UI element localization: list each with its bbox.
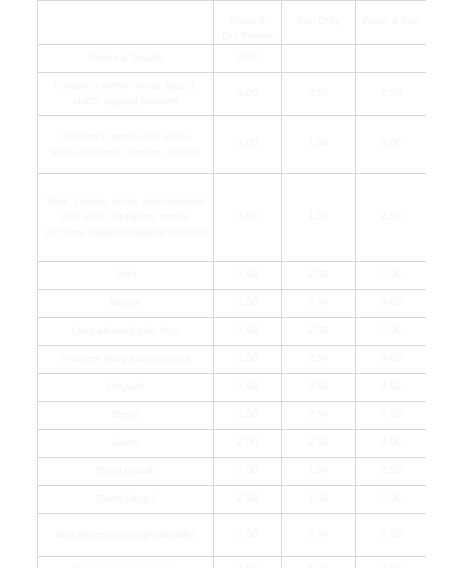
price-iron-only: 3.50 xyxy=(281,373,356,402)
table-row: Towel (large) 2.50 1.50 3.00 xyxy=(37,485,426,514)
item-name: Bed sheet (any single/double) xyxy=(37,513,214,557)
price-wash-dry-folded: 3.50 xyxy=(213,513,282,557)
price-iron-only: 2.00 xyxy=(281,289,356,318)
table-row: Blouse 1.50 2.00 3.00 xyxy=(37,289,426,318)
table-row: Towel (small) 2.00 1.50 2.50 xyxy=(37,457,426,486)
item-name: Children's Items: Vests, tops, t-shirts,… xyxy=(37,72,214,116)
table-header-row: Wash & Dry Folded Iron Only Wash & Iron xyxy=(37,0,426,45)
item-name: Dress xyxy=(37,401,214,430)
price-iron-only: 1.50 xyxy=(281,457,356,486)
header-item xyxy=(37,0,214,45)
item-name: Shirt xyxy=(37,261,214,290)
item-name: Long-sleeved polo shirt xyxy=(37,317,214,346)
item-name: Socks & Smalls xyxy=(37,44,214,73)
price-wash-iron: 2.50 xyxy=(355,173,426,262)
price-iron-only: 2.50 xyxy=(281,429,356,458)
price-wash-iron: 4.50 xyxy=(355,401,426,430)
price-table-container: Wash & Dry Folded Iron Only Wash & Iron … xyxy=(37,0,426,568)
price-iron-only: 5.00 xyxy=(281,513,356,557)
table-row: Long-sleeved polo shirt 1.50 2.00 3.00 xyxy=(37,317,426,346)
price-iron-only: 5.00 xyxy=(281,556,356,568)
price-wash-dry-folded: 2.50 xyxy=(213,485,282,514)
price-wash-dry-folded: 1.50 xyxy=(213,317,282,346)
price-wash-dry-folded: 1.50 xyxy=(213,401,282,430)
price-iron-only: 1.00 xyxy=(281,115,356,174)
price-iron-only: 2.00 xyxy=(281,317,356,346)
table-row: Trousers (long and cropped) 1.50 2.50 3.… xyxy=(37,345,426,374)
price-iron-only: 2.50 xyxy=(281,345,356,374)
table-row: Dress 1.50 3.50 4.50 xyxy=(37,401,426,430)
price-wash-iron: 2.50 xyxy=(355,457,426,486)
price-wash-dry-folded: 3.50 xyxy=(213,556,282,568)
table-row: Playsuit 1.50 3.50 4.50 xyxy=(37,373,426,402)
price-wash-iron: 4.50 xyxy=(355,373,426,402)
price-wash-iron: 3.00 xyxy=(355,345,426,374)
item-name: Trousers (long and cropped) xyxy=(37,345,214,374)
price-wash-iron: 1.50 xyxy=(355,72,426,116)
price-wash-iron: 3.00 xyxy=(355,485,426,514)
price-wash-dry-folded: 1.00 xyxy=(213,115,282,174)
table-row: Socks & Smalls 0.50 xyxy=(37,44,426,73)
price-wash-iron xyxy=(355,44,426,73)
price-wash-iron: 9.00 xyxy=(355,556,426,568)
table-row: Bed sheet (any single/double) 3.50 5.00 … xyxy=(37,513,426,557)
item-name: Towel (large) xyxy=(37,485,214,514)
price-wash-dry-folded: 2.00 xyxy=(213,429,282,458)
item-name: Tops, t-shirts, skirts, short-sleeved po… xyxy=(37,173,214,262)
item-name: Towel (small) xyxy=(37,457,214,486)
table-row: Tops, t-shirts, skirts, short-sleeved po… xyxy=(37,173,426,262)
table-row: Shirt 1.50 2.00 3.00 xyxy=(37,261,426,290)
price-wash-iron: 2.00 xyxy=(355,115,426,174)
price-wash-dry-folded: 1.00 xyxy=(213,72,282,116)
table-row: Children's Items: Vests, tops, t-shirts,… xyxy=(37,72,426,116)
price-wash-dry-folded: 1.50 xyxy=(213,373,282,402)
price-iron-only: 2.00 xyxy=(281,261,356,290)
price-iron-only: 0.50 xyxy=(281,72,356,116)
table-row: Jeans 2.00 2.50 4.00 xyxy=(37,429,426,458)
item-name: Jeans xyxy=(37,429,214,458)
price-wash-iron: 4.00 xyxy=(355,429,426,458)
header-wash-dry-folded: Wash & Dry Folded xyxy=(213,0,282,45)
table-row: Duvet cover (any size) 3.50 5.00 9.00 xyxy=(37,556,426,568)
item-name: Blouse xyxy=(37,289,214,318)
header-iron-only: Iron Only xyxy=(281,0,356,45)
price-iron-only: 3.50 xyxy=(281,401,356,430)
price-wash-dry-folded: 2.00 xyxy=(213,457,282,486)
price-wash-dry-folded: 1.50 xyxy=(213,289,282,318)
header-wash-iron: Wash & Iron xyxy=(355,0,426,45)
price-table: Wash & Dry Folded Iron Only Wash & Iron … xyxy=(37,0,426,568)
price-wash-dry-folded: 1.50 xyxy=(213,261,282,290)
item-name: Duvet cover (any size) xyxy=(37,556,214,568)
price-wash-iron: 3.00 xyxy=(355,317,426,346)
price-iron-only: 1.50 xyxy=(281,173,356,262)
price-wash-iron: 3.00 xyxy=(355,261,426,290)
price-wash-iron: 3.00 xyxy=(355,289,426,318)
price-iron-only xyxy=(281,44,356,73)
price-wash-dry-folded: 1.50 xyxy=(213,345,282,374)
price-iron-only: 1.50 xyxy=(281,485,356,514)
price-wash-dry-folded: 1.50 xyxy=(213,173,282,262)
price-wash-dry-folded: 0.50 xyxy=(213,44,282,73)
item-name: Playsuit xyxy=(37,373,214,402)
item-name: Children's Items: Polo shirts, skirts, t… xyxy=(37,115,214,174)
table-row: Children's Items: Polo shirts, skirts, t… xyxy=(37,115,426,174)
price-wash-iron: 8.00 xyxy=(355,513,426,557)
